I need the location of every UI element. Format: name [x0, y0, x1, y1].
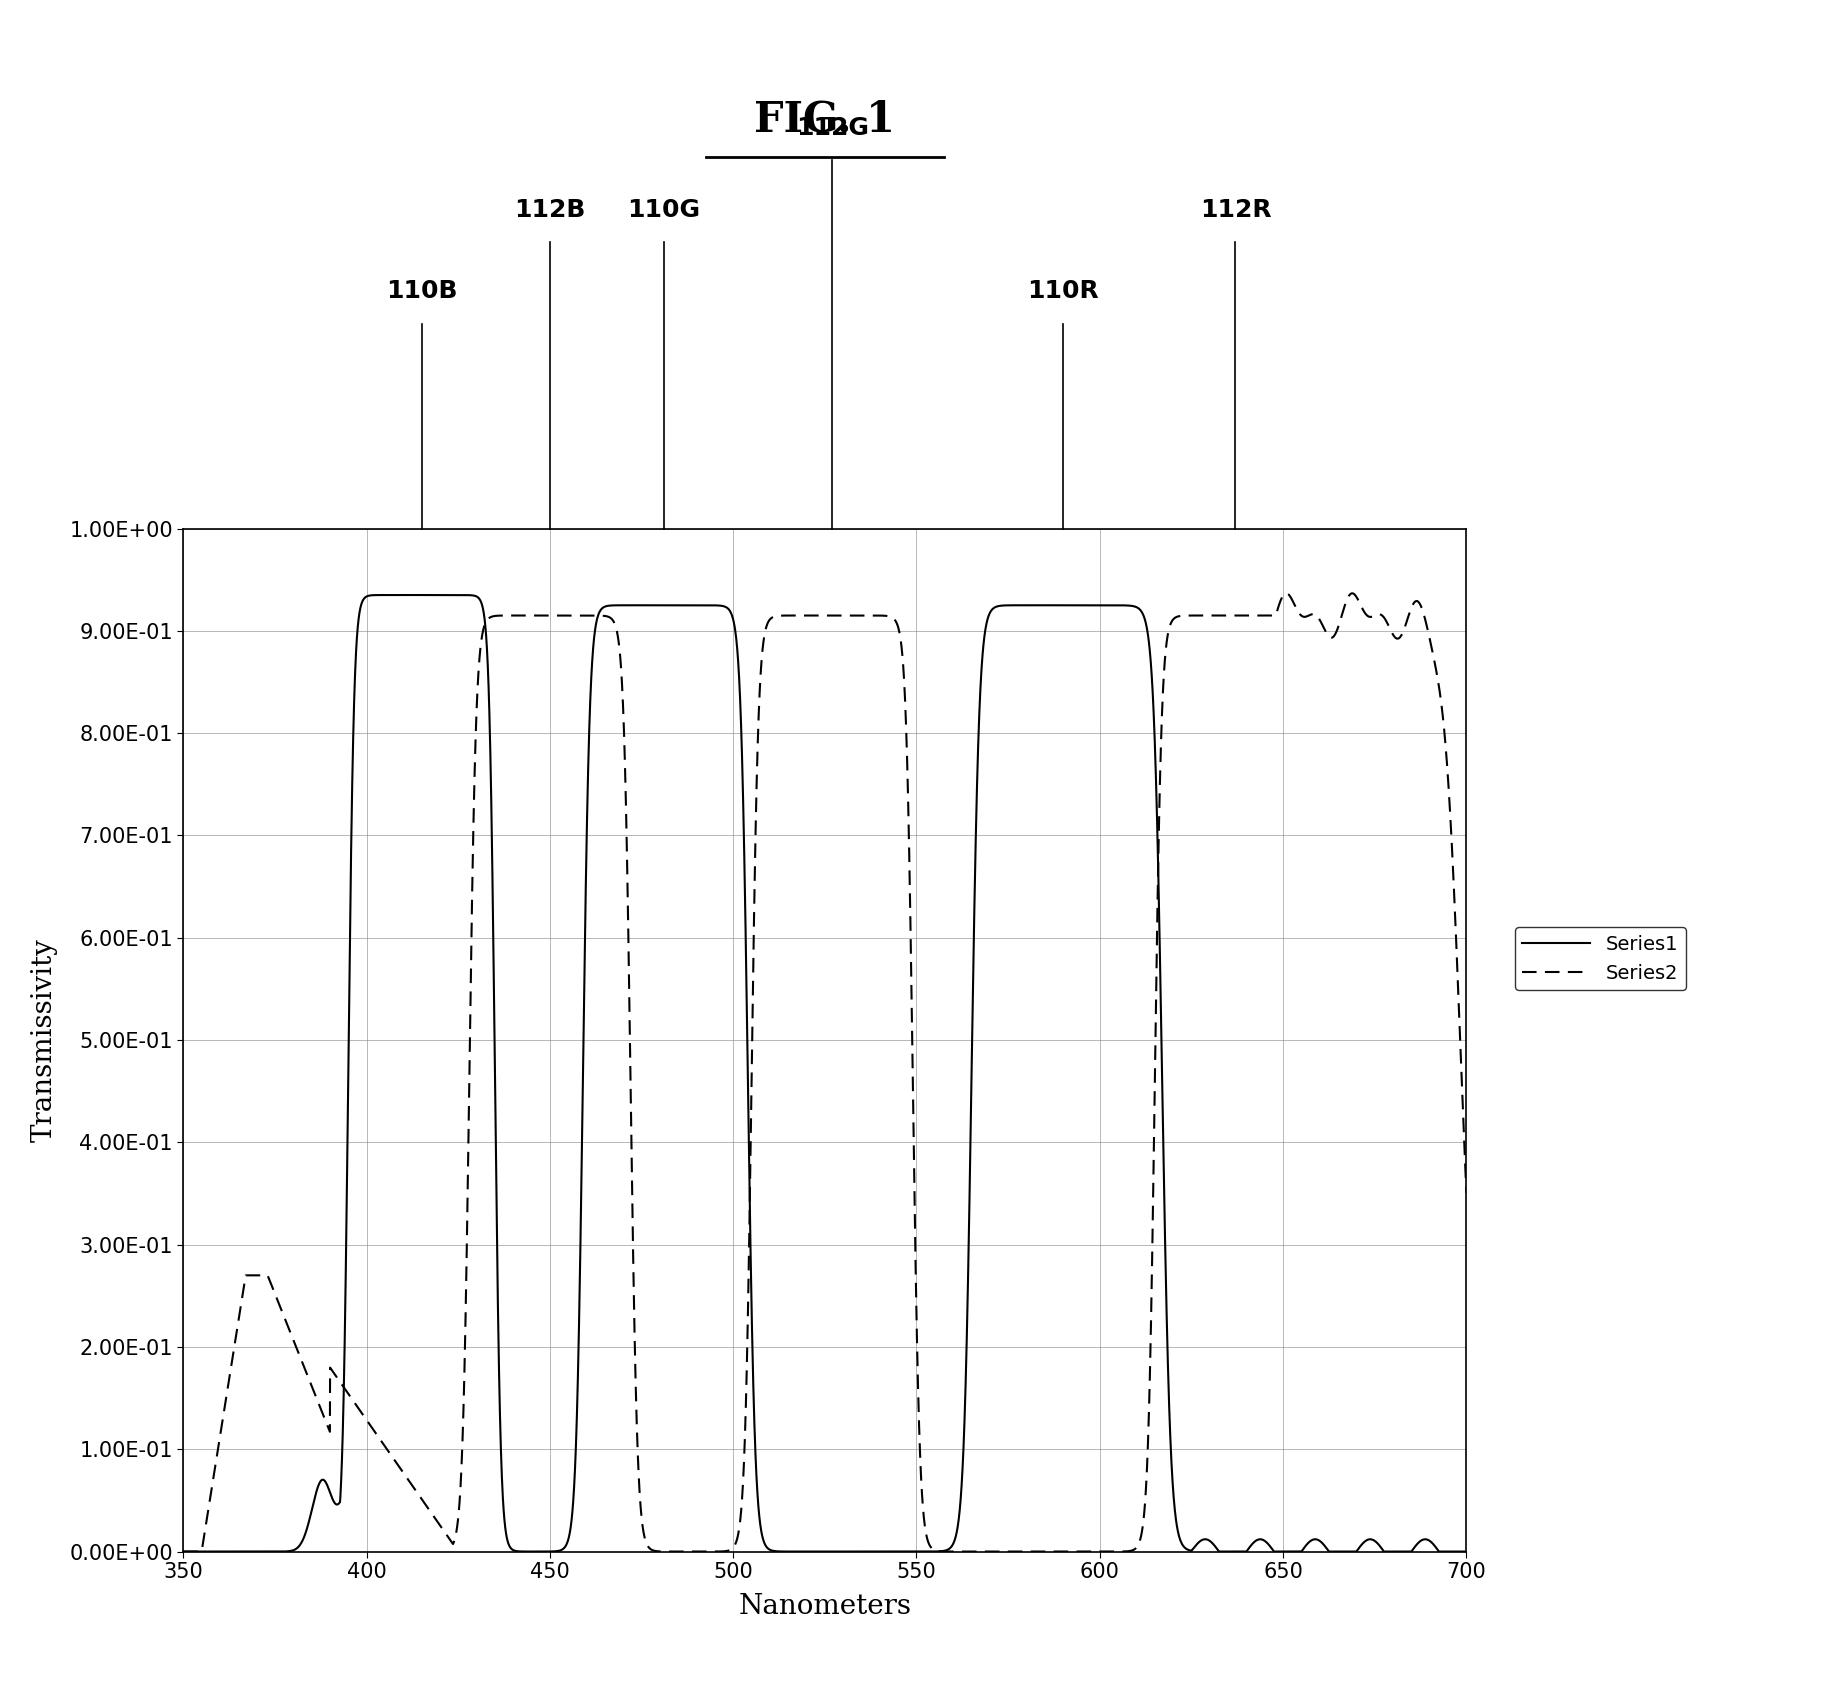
Legend: Series1, Series2: Series1, Series2	[1513, 928, 1685, 991]
Y-axis label: Transmissivity: Transmissivity	[31, 938, 59, 1142]
Text: 110B: 110B	[385, 280, 458, 303]
Text: 110R: 110R	[1026, 280, 1099, 303]
X-axis label: Nanometers: Nanometers	[738, 1592, 911, 1620]
Text: 112G: 112G	[795, 116, 868, 140]
Text: FIG. 1: FIG. 1	[755, 99, 894, 140]
Text: 112B: 112B	[515, 198, 584, 222]
Text: 110G: 110G	[627, 198, 700, 222]
Text: 112R: 112R	[1198, 198, 1271, 222]
